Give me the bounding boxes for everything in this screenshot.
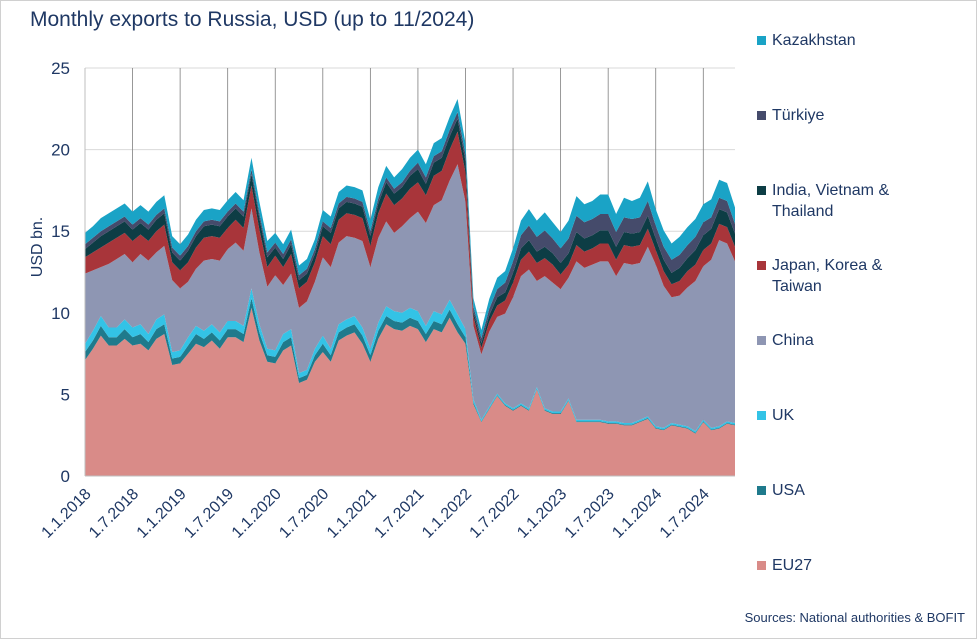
y-tick-label: 25 [51,59,70,78]
area-kazakhstan [85,99,735,339]
x-tick-label: 1.7.2022 [467,486,523,542]
legend-swatch [757,36,766,45]
legend-label: UK [772,407,795,424]
x-tick-label: 1.7.2023 [562,486,618,542]
legend-item-kazakhstan: Kazakhstan [757,30,856,51]
source-note: Sources: National authorities & BOFIT [744,610,965,625]
x-tick-label: 1.1.2020 [229,486,285,542]
legend-swatch [757,261,766,270]
legend-label: USA [772,482,805,499]
legend-swatch [757,486,766,495]
y-axis-title: USD bn. [29,217,46,277]
legend-item-india-vietnam-thailand: India, Vietnam & Thailand [757,180,922,222]
x-tick-label: 1.1.2021 [324,486,380,542]
chart-title: Monthly exports to Russia, USD (up to 11… [30,8,475,31]
y-tick-label: 20 [51,141,70,160]
legend-item-uk: UK [757,405,794,426]
y-tick-label: 10 [51,304,70,323]
legend-item-usa: USA [757,480,805,501]
x-tick-label: 1.7.2018 [86,486,142,542]
x-tick-label: 1.1.2022 [419,486,475,542]
area-japan-korea-taiwan [85,131,735,355]
y-tick-label: 5 [61,385,70,404]
legend-label: Japan, Korea & Taiwan [772,257,883,295]
x-tick-label: 1.1.2019 [134,486,190,542]
area-india-vietnam-thailand [85,118,735,348]
x-tick-label: 1.7.2024 [657,486,713,542]
legend-swatch [757,186,766,195]
x-tick-label: 1.7.2021 [371,486,427,542]
y-tick-label: 15 [51,222,70,241]
area-t-rkiye [85,112,735,343]
legend-swatch [757,336,766,345]
x-tick-label: 1.1.2024 [609,486,665,542]
area-usa [85,298,735,434]
legend-swatch [757,411,766,420]
legend-label: EU27 [772,557,813,574]
area-china [85,164,735,432]
legend-label: China [772,332,814,349]
x-tick-label: 1.1.2018 [39,486,95,542]
legend-item-china: China [757,330,814,351]
legend-item-japan-korea-taiwan: Japan, Korea & Taiwan [757,255,922,297]
x-tick-label: 1.7.2019 [181,486,237,542]
legend-swatch [757,111,766,120]
legend-label: Türkiye [772,107,825,124]
x-tick-label: 1.7.2020 [276,486,332,542]
area-uk [85,288,735,433]
x-tick-label: 1.1.2023 [514,486,570,542]
legend-item-eu27: EU27 [757,555,812,576]
legend-label: India, Vietnam & Thailand [772,182,890,220]
legend-label: Kazakhstan [772,32,856,49]
legend-swatch [757,561,766,570]
legend-item-t-rkiye: Türkiye [757,105,824,126]
y-tick-label: 0 [61,467,70,486]
area-eu27 [85,307,735,476]
